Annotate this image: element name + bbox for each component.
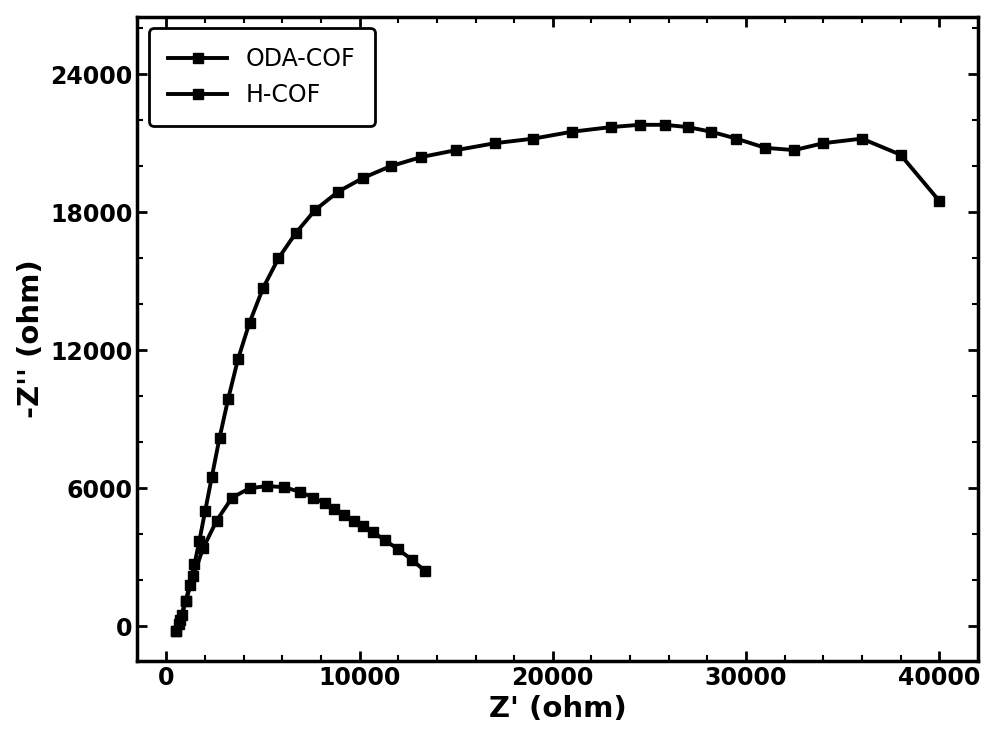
ODA-COF	[415, 152, 427, 161]
ODA-COF	[173, 619, 185, 628]
ODA-COF	[206, 472, 218, 481]
Line: H-COF: H-COF	[171, 481, 430, 636]
ODA-COF	[856, 134, 868, 143]
ODA-COF	[180, 596, 192, 605]
ODA-COF	[222, 394, 234, 403]
ODA-COF	[450, 146, 462, 155]
H-COF	[348, 516, 360, 525]
ODA-COF	[759, 144, 771, 152]
H-COF	[367, 528, 379, 536]
H-COF	[278, 482, 290, 491]
ODA-COF	[214, 434, 226, 443]
ODA-COF	[489, 139, 501, 148]
H-COF	[419, 567, 431, 576]
ODA-COF	[290, 229, 302, 238]
ODA-COF	[659, 121, 671, 130]
H-COF	[392, 545, 404, 554]
H-COF	[211, 516, 223, 525]
H-COF	[338, 511, 350, 519]
ODA-COF	[188, 560, 200, 569]
X-axis label: Z' (ohm): Z' (ohm)	[489, 696, 626, 723]
ODA-COF	[730, 134, 742, 143]
ODA-COF	[634, 121, 646, 130]
H-COF	[294, 488, 306, 497]
ODA-COF	[682, 123, 694, 132]
ODA-COF	[895, 150, 907, 159]
ODA-COF	[933, 196, 945, 205]
ODA-COF	[309, 206, 321, 215]
ODA-COF	[605, 123, 617, 132]
ODA-COF	[332, 187, 344, 196]
Legend: ODA-COF, H-COF: ODA-COF, H-COF	[149, 28, 375, 126]
ODA-COF	[566, 127, 578, 136]
H-COF	[187, 571, 199, 580]
H-COF	[197, 544, 209, 553]
H-COF	[180, 596, 192, 605]
ODA-COF	[184, 581, 196, 590]
H-COF	[319, 499, 331, 508]
H-COF	[226, 493, 238, 502]
ODA-COF	[176, 610, 188, 619]
ODA-COF	[357, 173, 369, 182]
ODA-COF	[817, 139, 829, 148]
H-COF	[357, 522, 369, 531]
H-COF	[170, 627, 182, 636]
ODA-COF	[193, 536, 205, 545]
H-COF	[174, 615, 186, 624]
ODA-COF	[527, 134, 539, 143]
H-COF	[379, 536, 391, 545]
ODA-COF	[170, 627, 182, 636]
ODA-COF	[272, 254, 284, 263]
ODA-COF	[385, 162, 397, 171]
ODA-COF	[232, 355, 244, 364]
H-COF	[261, 482, 273, 491]
H-COF	[328, 505, 340, 514]
ODA-COF	[199, 507, 211, 516]
H-COF	[244, 484, 256, 493]
ODA-COF	[244, 318, 256, 327]
Y-axis label: -Z'' (ohm): -Z'' (ohm)	[17, 260, 45, 418]
ODA-COF	[257, 283, 269, 292]
Line: ODA-COF: ODA-COF	[171, 120, 944, 636]
H-COF	[307, 493, 319, 502]
ODA-COF	[788, 146, 800, 155]
H-COF	[406, 555, 418, 564]
ODA-COF	[705, 127, 717, 136]
